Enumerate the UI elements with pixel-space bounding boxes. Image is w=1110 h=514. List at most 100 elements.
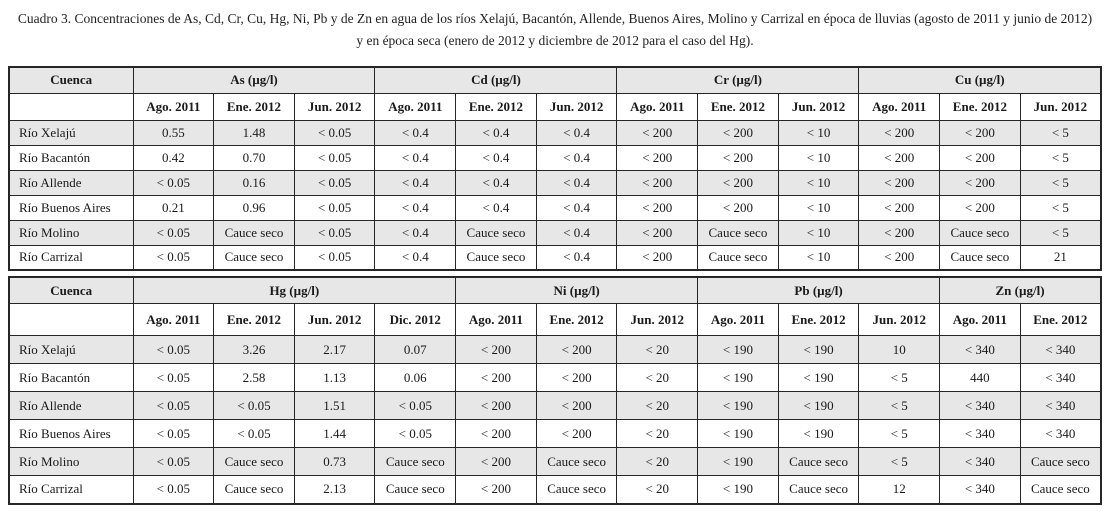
concentration-value-cell: < 5 — [858, 391, 941, 421]
column-group-header: Pb (µg/l) — [697, 276, 941, 305]
column-group-header: Cd (µg/l) — [374, 66, 618, 94]
concentration-value-cell: < 340 — [1019, 335, 1102, 365]
concentration-value-cell: < 0.4 — [455, 194, 537, 221]
table-row: Río Bacantón < 0.05 2.58 1.13 0.06 < 200 < 200… — [8, 363, 1102, 393]
period-header-row: Ago. 2011 Ene. 2012 Jun. 2012 Ago. 2011 Ene.… — [8, 92, 1102, 121]
concentration-value-cell: < 0.4 — [455, 144, 537, 171]
concentration-value-cell: < 10 — [777, 244, 860, 271]
table-row: Río Molino < 0.05 Cauce seco < 0.05 < 0.4 Cau… — [8, 219, 1102, 246]
concentration-value-cell: 2.58 — [213, 363, 295, 393]
concentration-value-cell: < 200 — [939, 169, 1021, 196]
concentration-value-cell: 21 — [1019, 244, 1102, 271]
row-label-river: Río Carrizal — [8, 475, 134, 505]
concentration-value-cell: < 5 — [858, 363, 941, 393]
concentration-value-cell: < 0.4 — [374, 194, 457, 221]
table-row: Río Carrizal < 0.05 Cauce seco 2.13 Cauce se… — [8, 475, 1102, 505]
concentration-value-cell: < 0.05 — [293, 119, 376, 146]
concentration-value-cell: < 340 — [939, 335, 1021, 365]
concentration-value-cell: < 190 — [777, 335, 860, 365]
concentration-value-cell: < 0.05 — [293, 144, 376, 171]
concentration-value-cell: 0.70 — [213, 144, 295, 171]
concentration-value-cell: < 200 — [858, 244, 941, 271]
concentration-value-cell: < 190 — [777, 363, 860, 393]
concentration-value-cell: Cauce seco — [939, 244, 1021, 271]
concentration-value-cell: < 0.05 — [293, 169, 376, 196]
concentration-value-cell: < 340 — [1019, 391, 1102, 421]
concentration-value-cell: < 10 — [777, 194, 860, 221]
concentration-value-cell: < 200 — [858, 219, 941, 246]
concentration-value-cell: < 200 — [939, 194, 1021, 221]
concentration-value-cell: 0.06 — [374, 363, 457, 393]
concentration-value-cell: < 20 — [616, 335, 699, 365]
concentration-value-cell: < 0.05 — [132, 391, 215, 421]
corner-header-cuenca: Cuenca — [8, 66, 134, 94]
concentration-value-cell: < 10 — [777, 169, 860, 196]
concentration-value-cell: < 5 — [858, 419, 941, 449]
concentration-value-cell: Cauce seco — [535, 447, 618, 477]
concentration-value-cell: < 190 — [697, 391, 779, 421]
concentration-value-cell: < 200 — [939, 119, 1021, 146]
period-header: Jun. 2012 — [616, 303, 699, 337]
concentration-value-cell: < 0.4 — [535, 144, 618, 171]
concentration-value-cell: Cauce seco — [697, 219, 779, 246]
concentration-value-cell: < 200 — [858, 119, 941, 146]
row-label-river: Río Buenos Aires — [8, 194, 134, 221]
period-header: Jun. 2012 — [858, 303, 941, 337]
concentration-value-cell: < 200 — [455, 363, 537, 393]
period-header: Ene. 2012 — [777, 303, 860, 337]
concentration-value-cell: < 0.05 — [213, 419, 295, 449]
period-header: Ene. 2012 — [213, 92, 295, 121]
period-header: Ago. 2011 — [858, 92, 941, 121]
concentration-value-cell: < 200 — [858, 169, 941, 196]
concentration-value-cell: < 0.4 — [374, 144, 457, 171]
concentration-value-cell: 1.48 — [213, 119, 295, 146]
row-label-river: Río Buenos Aires — [8, 419, 134, 449]
concentration-value-cell: < 20 — [616, 447, 699, 477]
concentration-value-cell: < 10 — [777, 119, 860, 146]
concentration-value-cell: < 20 — [616, 363, 699, 393]
concentration-value-cell: < 0.4 — [455, 169, 537, 196]
concentration-value-cell: < 200 — [616, 119, 699, 146]
concentration-value-cell: Cauce seco — [213, 475, 295, 505]
concentration-value-cell: < 20 — [616, 475, 699, 505]
concentration-value-cell: < 0.05 — [213, 391, 295, 421]
concentration-value-cell: < 0.05 — [374, 391, 457, 421]
concentration-value-cell: < 190 — [697, 447, 779, 477]
concentration-value-cell: 1.44 — [293, 419, 376, 449]
concentration-table-as-cd-cr-cu: Cuenca As (µg/l) Cd (µg/l) Cr (µg/l) Cu (µg/… — [8, 65, 1102, 272]
concentration-value-cell: < 10 — [777, 144, 860, 171]
concentration-value-cell: 0.55 — [132, 119, 215, 146]
period-header: Ene. 2012 — [697, 92, 779, 121]
concentration-value-cell: 0.21 — [132, 194, 215, 221]
concentration-value-cell: 2.13 — [293, 475, 376, 505]
period-header: Jun. 2012 — [1019, 92, 1102, 121]
concentration-value-cell: < 5 — [1019, 119, 1102, 146]
row-label-river: Río Bacantón — [8, 144, 134, 171]
concentration-value-cell: 1.51 — [293, 391, 376, 421]
concentration-value-cell: < 0.05 — [132, 419, 215, 449]
concentration-value-cell: < 190 — [697, 419, 779, 449]
period-header: Ene. 2012 — [1019, 303, 1102, 337]
concentration-value-cell: < 200 — [616, 194, 699, 221]
row-label-river: Río Carrizal — [8, 244, 134, 271]
concentration-value-cell: < 200 — [455, 335, 537, 365]
corner-empty-cell — [8, 92, 134, 121]
table-row: Río Buenos Aires 0.21 0.96 < 0.05 < 0.4 < 0.4… — [8, 194, 1102, 221]
group-header-row: Cuenca As (µg/l) Cd (µg/l) Cr (µg/l) Cu (µg/… — [8, 66, 1102, 94]
period-header-row: Ago. 2011 Ene. 2012 Jun. 2012 Dic. 2012 Ago.… — [8, 303, 1102, 337]
concentration-value-cell: < 0.4 — [535, 219, 618, 246]
concentration-value-cell: Cauce seco — [1019, 475, 1102, 505]
concentration-value-cell: < 0.4 — [455, 119, 537, 146]
period-header: Ago. 2011 — [939, 303, 1021, 337]
concentration-value-cell: < 200 — [697, 119, 779, 146]
table-row: Río Allende < 0.05 < 0.05 1.51 < 0.05 < 200 < … — [8, 391, 1102, 421]
table-row: Río Xelajú 0.55 1.48 < 0.05 < 0.4 < 0.4 < 0.4 <… — [8, 119, 1102, 146]
column-group-header: As (µg/l) — [132, 66, 376, 94]
concentration-value-cell: < 200 — [858, 194, 941, 221]
concentration-value-cell: Cauce seco — [697, 244, 779, 271]
concentration-value-cell: 3.26 — [213, 335, 295, 365]
table-row: Río Molino < 0.05 Cauce seco 0.73 Cauce seco… — [8, 447, 1102, 477]
group-header-row: Cuenca Hg (µg/l) Ni (µg/l) Pb (µg/l) Zn (µg/… — [8, 276, 1102, 305]
period-header: Jun. 2012 — [535, 92, 618, 121]
concentration-value-cell: < 200 — [616, 169, 699, 196]
